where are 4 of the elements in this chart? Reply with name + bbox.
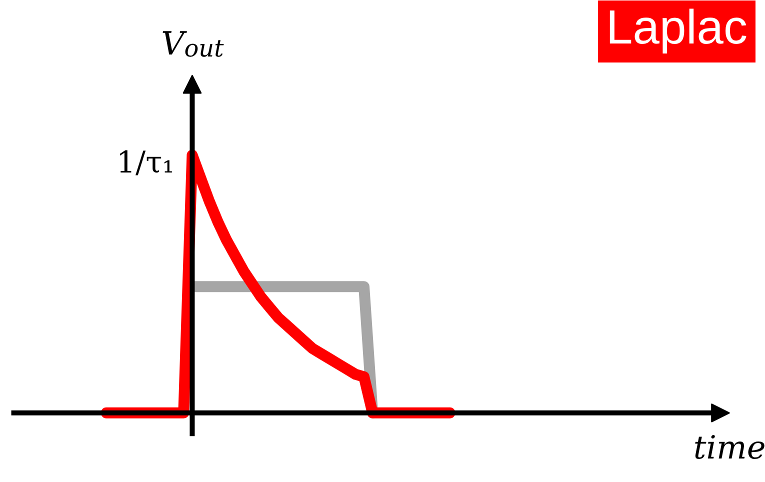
annotation: 1/τ₁ [116,146,174,181]
text: Laplac [606,2,748,54]
y-axis-title: Vout [161,24,224,62]
text: time [693,428,765,466]
